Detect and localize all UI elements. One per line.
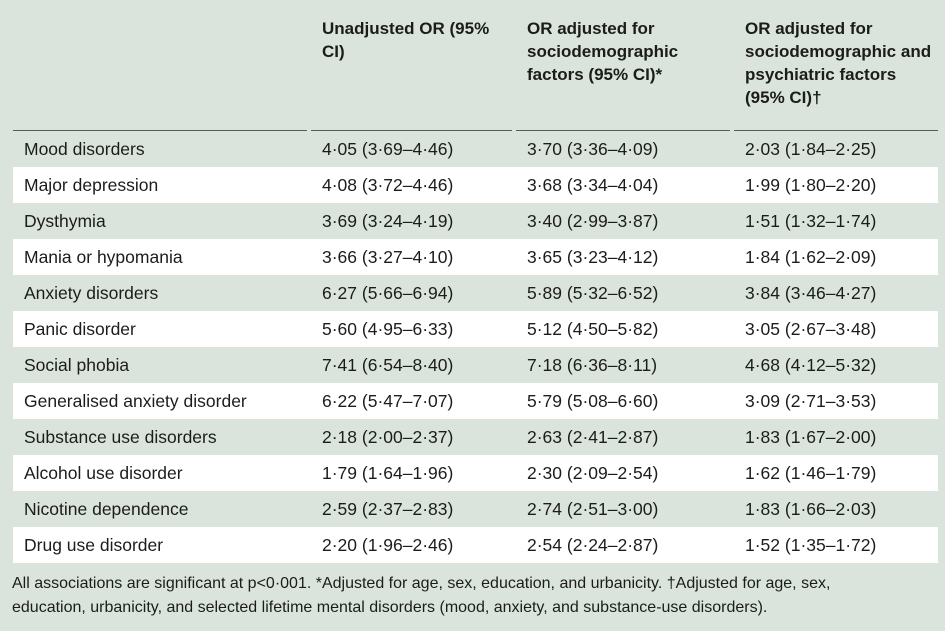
cell-or-adjusted-sociodemographic-psychiatric: 3·05 (2·67–3·48) [745,319,877,339]
cell-unadjusted-or: 2·59 (2·37–2·83) [322,499,454,519]
cell-unadjusted-or: 6·27 (5·66–6·94) [322,283,454,303]
table-row-drug-use-disorder: Drug use disorder 2·20 (1·96–2·46) 2·54 … [13,527,938,563]
row-label: Anxiety disorders [24,283,159,303]
cell-unadjusted-or: 5·60 (4·95–6·33) [322,319,454,339]
row-label: Substance use disorders [24,427,217,447]
cell-or-adjusted-sociodemographic-psychiatric: 4·68 (4·12–5·32) [745,355,877,375]
row-label: Drug use disorder [24,535,164,555]
cell-or-adjusted-sociodemographic: 2·30 (2·09–2·54) [527,463,659,483]
row-label: Panic disorder [24,319,136,339]
table-row-dysthymia: Dysthymia 3·69 (3·24–4·19) 3·40 (2·99–3·… [13,203,938,239]
cell-unadjusted-or: 7·41 (6·54–8·40) [322,355,454,375]
cell-or-adjusted-sociodemographic: 5·89 (5·32–6·52) [527,283,659,303]
row-label: Dysthymia [24,211,106,231]
cell-or-adjusted-sociodemographic: 2·54 (2·24–2·87) [527,535,659,555]
cell-or-adjusted-sociodemographic-psychiatric: 2·03 (1·84–2·25) [745,139,877,159]
row-label: Social phobia [24,355,130,375]
cell-or-adjusted-sociodemographic-psychiatric: 1·99 (1·80–2·20) [745,175,877,195]
row-label: Mania or hypomania [24,247,183,267]
table-header-row: Unadjusted OR (95% CI) OR adjusted for s… [13,0,938,131]
table-row-nicotine-dependence: Nicotine dependence 2·59 (2·37–2·83) 2·7… [13,491,938,527]
row-label: Nicotine dependence [24,499,189,519]
cell-or-adjusted-sociodemographic: 3·68 (3·34–4·04) [527,175,659,195]
cell-or-adjusted-sociodemographic-psychiatric: 1·84 (1·62–2·09) [745,247,877,267]
cell-unadjusted-or: 4·05 (3·69–4·46) [322,139,454,159]
cell-or-adjusted-sociodemographic: 3·40 (2·99–3·87) [527,211,659,231]
cell-or-adjusted-sociodemographic: 7·18 (6·36–8·11) [527,355,658,375]
cell-or-adjusted-sociodemographic-psychiatric: 3·84 (3·46–4·27) [745,283,877,303]
table-row-mood-disorders: Mood disorders 4·05 (3·69–4·46) 3·70 (3·… [13,131,938,167]
cell-or-adjusted-sociodemographic-psychiatric: 3·09 (2·71–3·53) [745,391,877,411]
row-label: Generalised anxiety disorder [24,391,247,411]
table-row-social-phobia: Social phobia 7·41 (6·54–8·40) 7·18 (6·3… [13,347,938,383]
header-unadjusted-or: Unadjusted OR (95% CI) [311,0,512,131]
cell-unadjusted-or: 1·79 (1·64–1·96) [322,463,454,483]
cell-unadjusted-or: 3·66 (3·27–4·10) [322,247,454,267]
table-row-generalised-anxiety-disorder: Generalised anxiety disorder 6·22 (5·47–… [13,383,938,419]
cell-or-adjusted-sociodemographic: 3·70 (3·36–4·09) [527,139,659,159]
row-label: Major depression [24,175,159,195]
table-body: Mood disorders 4·05 (3·69–4·46) 3·70 (3·… [13,131,938,563]
cell-or-adjusted-sociodemographic-psychiatric: 1·83 (1·67–2·00) [745,427,877,447]
cell-or-adjusted-sociodemographic-psychiatric: 1·52 (1·35–1·72) [745,535,877,555]
table-row-mania-or-hypomania: Mania or hypomania 3·66 (3·27–4·10) 3·65… [13,239,938,275]
cell-or-adjusted-sociodemographic-psychiatric: 1·51 (1·32–1·74) [745,211,877,231]
table-row-alcohol-use-disorder: Alcohol use disorder 1·79 (1·64–1·96) 2·… [13,455,938,491]
header-or-adjusted-sociodemographic: OR adjusted for sociodemographic factors… [516,0,730,131]
cell-unadjusted-or: 2·20 (1·96–2·46) [322,535,454,555]
table-footnote: All associations are significant at p<0·… [12,575,831,616]
header-or-adjusted-sociodemographic-psychiatric: OR adjusted for sociodemographic and psy… [734,0,938,131]
table-row-panic-disorder: Panic disorder 5·60 (4·95–6·33) 5·12 (4·… [13,311,938,347]
cell-unadjusted-or: 6·22 (5·47–7·07) [322,391,454,411]
cell-or-adjusted-sociodemographic: 2·63 (2·41–2·87) [527,427,659,447]
cell-or-adjusted-sociodemographic: 2·74 (2·51–3·00) [527,499,659,519]
cell-or-adjusted-sociodemographic: 5·12 (4·50–5·82) [527,319,659,339]
table-row-major-depression: Major depression 4·08 (3·72–4·46) 3·68 (… [13,167,938,203]
cell-or-adjusted-sociodemographic: 5·79 (5·08–6·60) [527,391,659,411]
row-label: Alcohol use disorder [24,463,183,483]
table-row-anxiety-disorders: Anxiety disorders 6·27 (5·66–6·94) 5·89 … [13,275,938,311]
header-spacer-cell [13,0,307,131]
cell-or-adjusted-sociodemographic: 3·65 (3·23–4·12) [527,247,659,267]
row-label: Mood disorders [24,139,145,159]
cell-or-adjusted-sociodemographic-psychiatric: 1·83 (1·66–2·03) [745,499,877,519]
table-row-substance-use-disorders: Substance use disorders 2·18 (2·00–2·37)… [13,419,938,455]
cell-unadjusted-or: 4·08 (3·72–4·46) [322,175,454,195]
cell-unadjusted-or: 2·18 (2·00–2·37) [322,427,454,447]
cell-unadjusted-or: 3·69 (3·24–4·19) [322,211,454,231]
cell-or-adjusted-sociodemographic-psychiatric: 1·62 (1·46–1·79) [745,463,877,483]
